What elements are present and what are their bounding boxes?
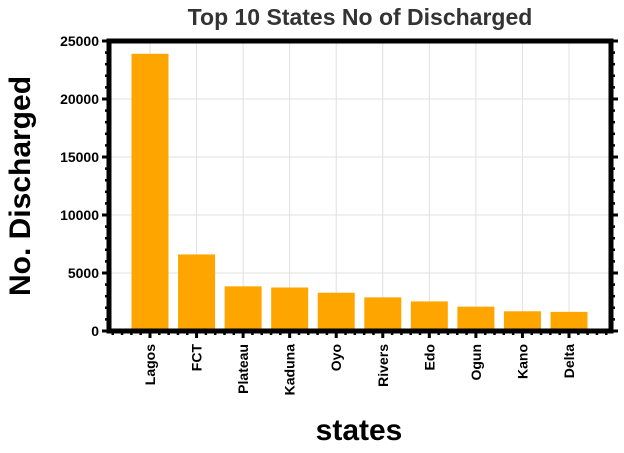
bar-edo — [410, 301, 448, 331]
plot-frame — [106, 38, 614, 334]
bars — [131, 53, 588, 331]
y-tick-label: 5000 — [68, 265, 99, 281]
bar-delta — [550, 311, 588, 331]
y-tick-label: 0 — [91, 323, 99, 339]
y-tick-label: 15000 — [60, 149, 99, 165]
x-axis-label: states — [316, 414, 403, 447]
x-tick-label-lagos: Lagos — [142, 344, 158, 385]
y-axis-label: No. Discharged — [4, 76, 37, 296]
x-tick-label-delta: Delta — [561, 344, 577, 378]
x-tick-label-kano: Kano — [514, 344, 530, 379]
x-tick-label-kaduna: Kaduna — [282, 344, 298, 396]
x-tick-label-rivers: Rivers — [375, 344, 391, 387]
bar-plateau — [224, 286, 262, 331]
bar-fct — [178, 254, 216, 331]
x-tick-label-ogun: Ogun — [468, 344, 484, 381]
x-tick-label-plateau: Plateau — [235, 344, 251, 394]
chart-title: Top 10 States No of Discharged — [188, 4, 533, 30]
y-tick-labels: 0 5000 10000 15000 20000 25000 — [60, 33, 99, 339]
bar-kano — [503, 311, 541, 331]
y-tick-label: 25000 — [60, 33, 99, 49]
x-tick-label-fct: FCT — [189, 344, 205, 372]
x-tick-label-oyo: Oyo — [328, 344, 344, 371]
x-tick-labels: Lagos FCT Plateau Kaduna Oyo Rivers Edo Ogun Kan… — [142, 344, 577, 396]
y-tick-label: 10000 — [60, 207, 99, 223]
x-tick-label-edo: Edo — [421, 344, 437, 370]
bar-oyo — [317, 292, 355, 331]
bar-lagos — [131, 53, 169, 331]
bar-ogun — [457, 306, 495, 331]
bar-kaduna — [271, 287, 309, 331]
y-tick-label: 20000 — [60, 91, 99, 107]
bar-rivers — [364, 297, 402, 331]
